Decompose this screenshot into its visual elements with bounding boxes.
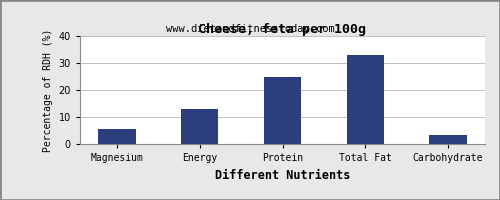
Title: Cheese, feta per 100g: Cheese, feta per 100g xyxy=(198,23,366,36)
Bar xyxy=(430,135,467,144)
X-axis label: Different Nutrients: Different Nutrients xyxy=(215,169,350,182)
Bar xyxy=(98,129,136,144)
Bar xyxy=(181,109,218,144)
Y-axis label: Percentage of RDH (%): Percentage of RDH (%) xyxy=(43,28,53,152)
Bar xyxy=(264,76,301,144)
Text: www.dietandfitnesstoday.com: www.dietandfitnesstoday.com xyxy=(166,24,334,34)
Bar xyxy=(346,55,384,144)
